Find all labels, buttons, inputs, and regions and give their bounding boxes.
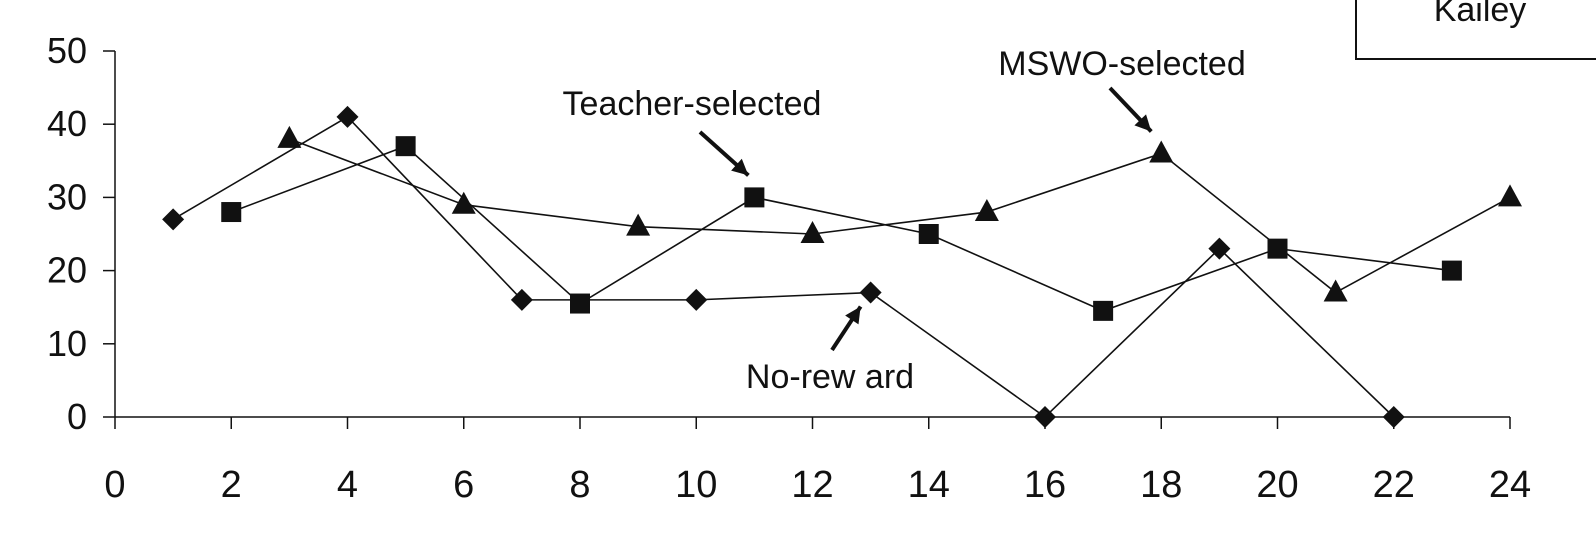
y-tick-label: 30 [47, 176, 87, 217]
series-line-triangle [289, 138, 1511, 294]
x-tick-label: 2 [221, 464, 242, 506]
participant-name: Kailey [1433, 0, 1527, 29]
series-markers [162, 105, 1522, 428]
triangle-marker [1149, 140, 1174, 163]
square-marker [744, 187, 765, 208]
x-tick-label: 4 [337, 464, 358, 506]
x-tick-label: 10 [675, 464, 717, 506]
diamond-marker [1034, 406, 1056, 428]
annotation-label: Teacher-selected [563, 85, 822, 123]
diamond-marker [1208, 237, 1231, 260]
triangle-marker [800, 221, 825, 243]
y-tick-label: 20 [47, 250, 87, 291]
triangle-marker [451, 191, 476, 214]
y-tick-label: 0 [67, 396, 87, 437]
x-tick-label: 6 [453, 464, 474, 506]
annotation-label: No-rew ard [746, 358, 914, 396]
square-marker [1267, 238, 1288, 259]
x-tick-label: 18 [1140, 464, 1182, 506]
triangle-marker [626, 213, 651, 236]
x-tick-label: 14 [908, 464, 950, 506]
x-tick-label: 24 [1489, 464, 1531, 506]
square-marker [395, 136, 416, 157]
triangle-marker [1498, 184, 1522, 207]
diamond-marker [1382, 406, 1405, 428]
arrowhead-icon [845, 306, 861, 325]
triangle-marker [1323, 279, 1348, 302]
square-marker [221, 202, 242, 223]
series-lines [172, 115, 1511, 419]
x-tick-label: 0 [104, 464, 125, 506]
square-marker [1093, 300, 1114, 321]
triangle-marker [974, 199, 999, 222]
annotation-label: MSWO-selected [998, 45, 1246, 83]
diamond-marker [162, 208, 185, 231]
square-marker [918, 224, 939, 244]
y-tick-label: 50 [47, 30, 87, 71]
y-tick-label: 40 [47, 103, 87, 144]
x-tick-label: 12 [791, 464, 833, 506]
series-line-diamond [172, 115, 1395, 419]
arrowhead-icon [731, 158, 749, 176]
annotations: Teacher-selected MSWO-selected No-rew ard [563, 45, 1246, 396]
x-tick-label: 20 [1256, 464, 1298, 506]
diamond-marker [336, 105, 359, 128]
square-marker [1441, 260, 1462, 281]
y-tick-label: 10 [47, 323, 87, 364]
diamond-marker [859, 281, 882, 304]
series-line-square [230, 145, 1452, 312]
x-tick-label: 8 [569, 464, 590, 506]
arrowhead-icon [1134, 114, 1152, 132]
triangle-marker [277, 125, 302, 148]
square-marker [570, 293, 590, 314]
x-tick-label: 16 [1024, 464, 1066, 506]
diamond-marker [510, 288, 533, 311]
participant-name-box: Kailey [1355, 0, 1596, 60]
diamond-marker [685, 288, 708, 311]
x-tick-label: 22 [1373, 464, 1415, 506]
